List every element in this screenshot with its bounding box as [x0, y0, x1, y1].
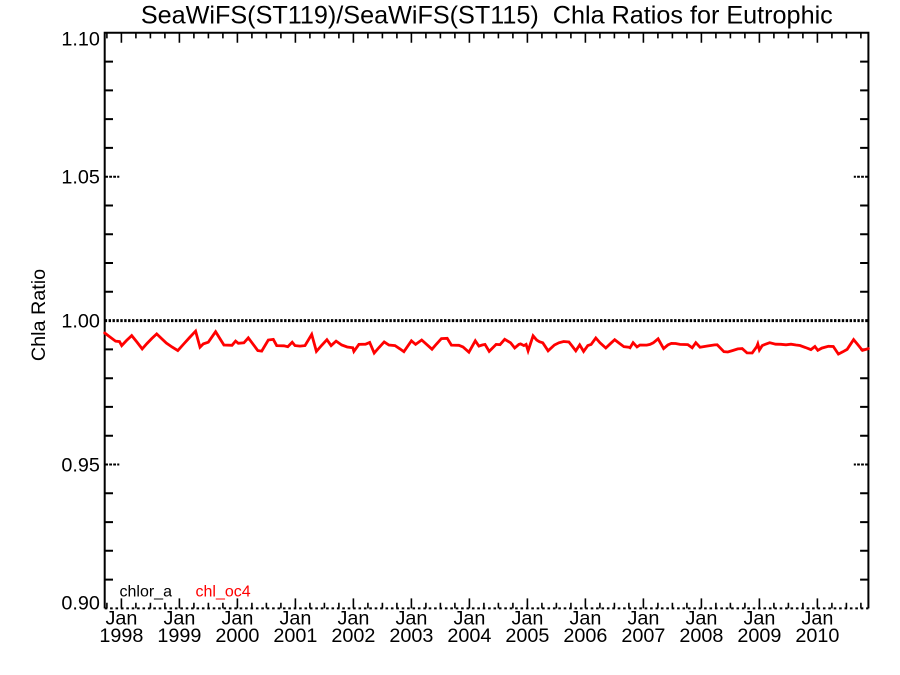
svg-text:1999: 1999: [157, 625, 201, 647]
svg-text:chl_oc4: chl_oc4: [196, 584, 251, 601]
svg-text:2002: 2002: [331, 625, 375, 647]
svg-text:Jan: Jan: [801, 608, 833, 630]
svg-text:1.05: 1.05: [61, 167, 100, 189]
svg-text:Jan: Jan: [569, 608, 601, 630]
svg-text:2007: 2007: [621, 625, 665, 647]
svg-text:chlor_a: chlor_a: [120, 584, 173, 601]
svg-text:2005: 2005: [505, 625, 549, 647]
svg-text:1.10: 1.10: [61, 29, 100, 51]
svg-text:2008: 2008: [679, 625, 723, 647]
svg-text:Jan: Jan: [743, 608, 775, 630]
svg-text:0.95: 0.95: [61, 455, 100, 477]
svg-text:Jan: Jan: [163, 608, 195, 630]
svg-text:2010: 2010: [795, 625, 839, 647]
svg-text:Jan: Jan: [453, 608, 485, 630]
svg-text:Jan: Jan: [627, 608, 659, 630]
svg-text:Jan: Jan: [337, 608, 369, 630]
svg-text:Jan: Jan: [511, 608, 543, 630]
svg-text:Jan: Jan: [105, 608, 137, 630]
svg-text:2006: 2006: [563, 625, 607, 647]
svg-text:1.00: 1.00: [61, 310, 100, 332]
svg-text:0.90: 0.90: [61, 592, 100, 614]
svg-text:2009: 2009: [737, 625, 781, 647]
svg-text:2000: 2000: [215, 625, 259, 647]
svg-text:Jan: Jan: [221, 608, 253, 630]
svg-text:1998: 1998: [99, 625, 143, 647]
svg-text:Jan: Jan: [395, 608, 427, 630]
svg-text:Chla Ratio: Chla Ratio: [28, 269, 50, 361]
svg-text:Jan: Jan: [685, 608, 717, 630]
svg-text:Jan: Jan: [279, 608, 311, 630]
svg-text:SeaWiFS(ST119)/SeaWiFS(ST115): SeaWiFS(ST119)/SeaWiFS(ST115) Chla Ratio…: [141, 1, 833, 29]
svg-text:2004: 2004: [447, 625, 491, 647]
svg-text:2003: 2003: [389, 625, 433, 647]
svg-text:2001: 2001: [273, 625, 317, 647]
